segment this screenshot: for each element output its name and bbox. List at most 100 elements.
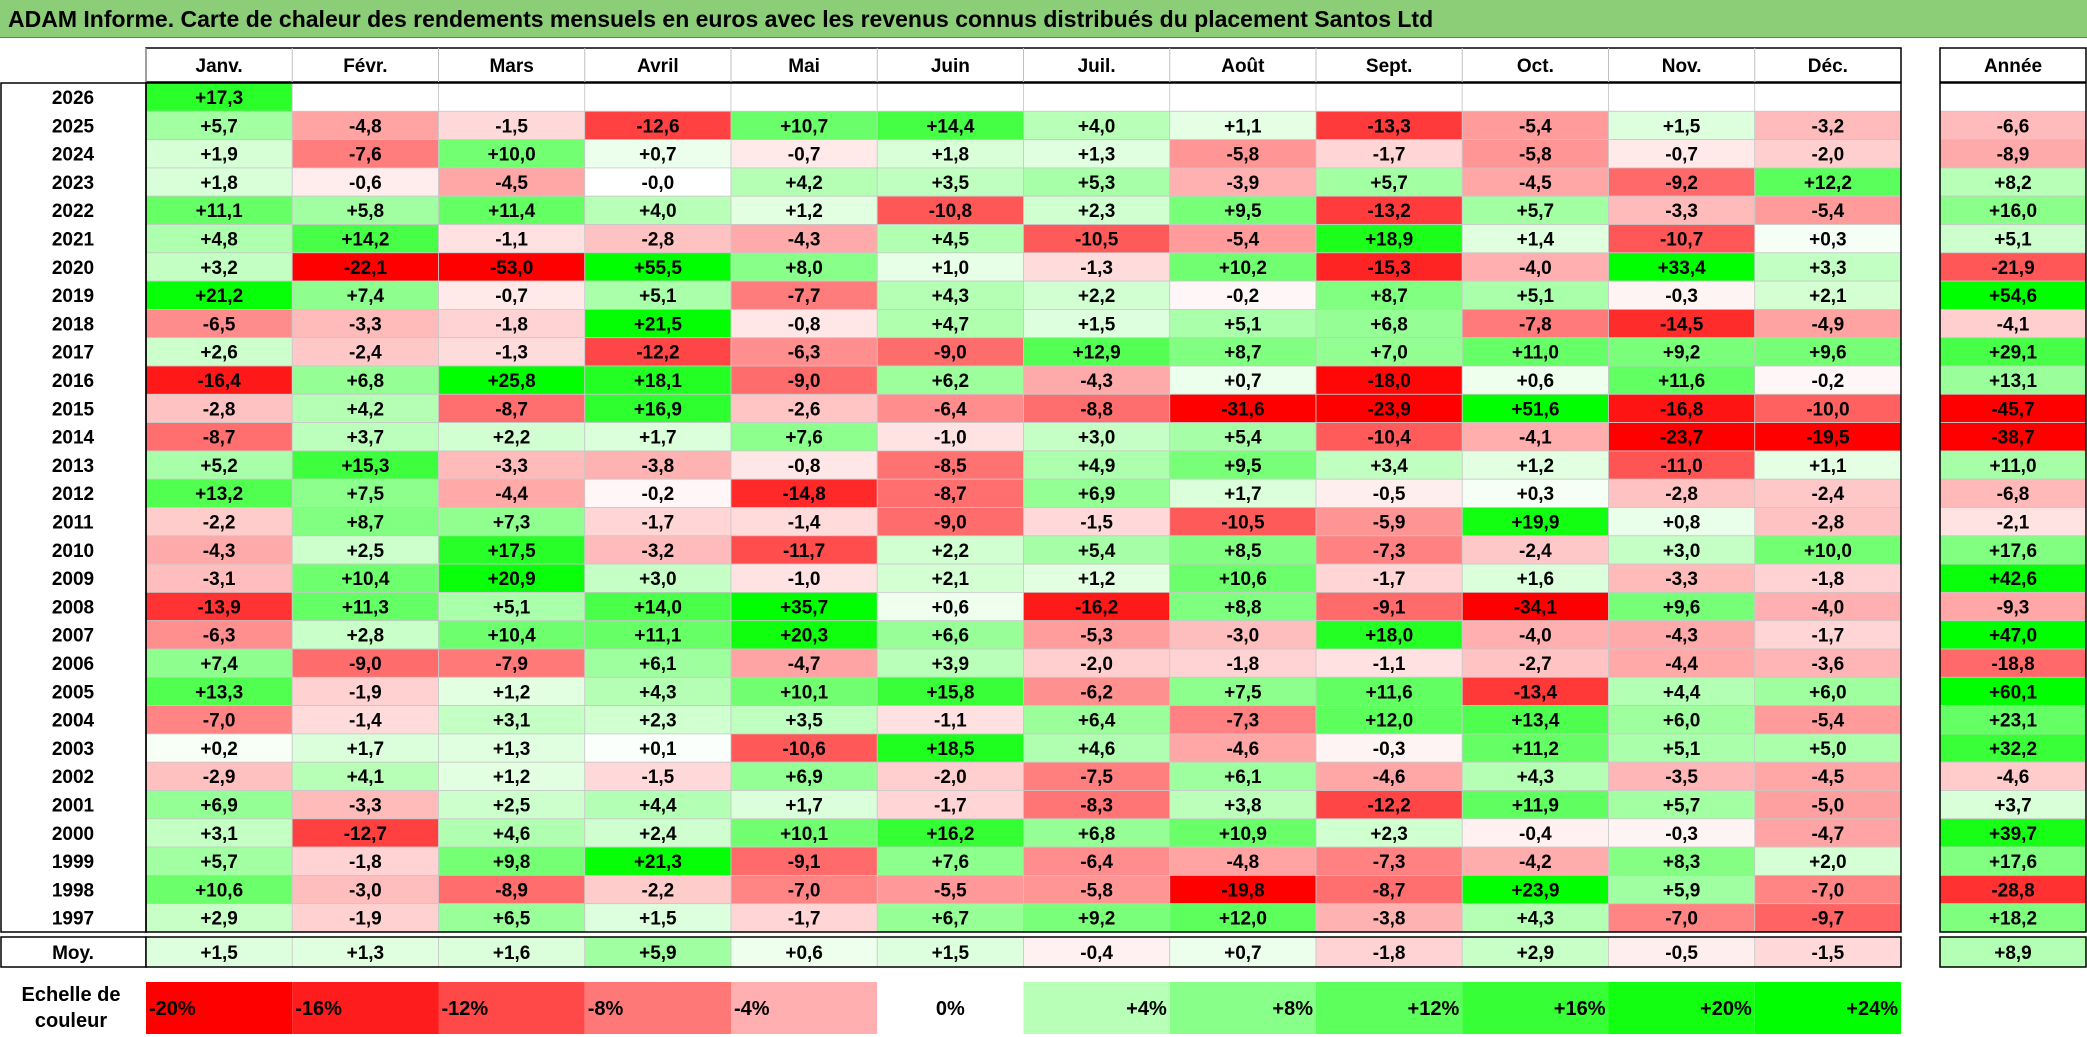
cell-value: -6,2 xyxy=(1080,682,1113,703)
cell-value: -1,5 xyxy=(1080,513,1113,534)
heatmap-cell xyxy=(1608,337,1756,367)
heatmap-cell xyxy=(1461,337,1609,367)
heatmap-cell xyxy=(291,648,439,678)
heatmap-cell xyxy=(730,167,878,197)
cell-value: -2,9 xyxy=(203,767,236,788)
cell-value: +1,9 xyxy=(200,145,238,166)
year-label: 2025 xyxy=(52,116,95,137)
cell-value: -3,0 xyxy=(1227,626,1260,647)
cell-value: -1,5 xyxy=(642,767,675,788)
heatmap-cell xyxy=(1315,393,1463,423)
average-annual-cell xyxy=(1939,936,2087,968)
cell-value: +6,6 xyxy=(932,626,970,647)
annual-value: +54,6 xyxy=(1989,286,2037,307)
heatmap-cell xyxy=(1754,676,1902,706)
cell-value: +18,1 xyxy=(634,371,683,392)
year-label: 2016 xyxy=(52,371,94,392)
cell-value: -3,3 xyxy=(495,456,528,477)
cell-value: +5,1 xyxy=(1663,739,1701,760)
year-label: 2008 xyxy=(52,597,94,618)
cell-value: +1,5 xyxy=(639,909,677,930)
heatmap-cell xyxy=(1754,450,1902,480)
heatmap-cell xyxy=(1754,507,1902,537)
heatmap-cell xyxy=(291,82,439,112)
average-cell xyxy=(1754,936,1902,968)
scale-swatch xyxy=(877,982,1024,1034)
cell-value: -1,9 xyxy=(349,682,382,703)
cell-value: -13,2 xyxy=(1367,201,1410,222)
cell-value: +4,0 xyxy=(639,201,677,222)
heatmap-cell xyxy=(876,875,1024,905)
year-label: 2005 xyxy=(52,682,95,703)
heatmap-cell xyxy=(1023,224,1171,254)
year-label: 2010 xyxy=(52,541,94,562)
year-label: 1999 xyxy=(52,852,94,873)
annual-frame xyxy=(1939,82,2087,933)
cell-value: +1,7 xyxy=(639,428,677,449)
cell-value: +6,8 xyxy=(1370,314,1408,335)
month-header: Mars xyxy=(489,56,533,77)
cell-value: -5,4 xyxy=(1227,230,1260,251)
cell-value: -1,1 xyxy=(495,230,528,251)
heatmap-cell xyxy=(1461,478,1609,508)
heatmap-cell xyxy=(1023,478,1171,508)
heatmap-cell xyxy=(1461,422,1609,452)
month-header: Déc. xyxy=(1808,56,1848,77)
cell-value: -3,3 xyxy=(349,796,382,817)
heatmap-cell xyxy=(876,592,1024,622)
average-value: +0,7 xyxy=(1224,943,1262,964)
cell-value: -0,7 xyxy=(788,145,821,166)
cell-value: +3,4 xyxy=(1370,456,1408,477)
heatmap-cell xyxy=(876,365,1024,395)
heatmap-cell xyxy=(730,733,878,763)
cell-value: +11,6 xyxy=(1366,682,1413,703)
cell-value: -5,3 xyxy=(1080,626,1113,647)
heatmap-cell xyxy=(291,563,439,593)
year-label: 2000 xyxy=(52,824,94,845)
cell-value: -0,0 xyxy=(642,173,675,194)
annual-value: -4,1 xyxy=(1997,314,2030,335)
cell-value: +10,4 xyxy=(341,569,390,590)
heatmap-cell xyxy=(1608,308,1756,339)
cell-value: -3,3 xyxy=(349,314,382,335)
heatmap-cell xyxy=(876,648,1024,678)
heatmap-cell xyxy=(438,507,586,537)
cell-value: -4,4 xyxy=(495,484,528,505)
scale-swatch xyxy=(1316,982,1463,1034)
average-annual-value: +8,9 xyxy=(1994,943,2032,964)
annual-value: +13,1 xyxy=(1989,371,2038,392)
heatmap-cell xyxy=(1754,393,1902,423)
cell-value: +0,6 xyxy=(1517,371,1555,392)
heatmap-cell xyxy=(1169,705,1317,735)
heatmap-cell xyxy=(291,167,439,197)
average-cell xyxy=(438,936,586,968)
heatmap-cell xyxy=(1169,82,1317,112)
cell-value: -2,8 xyxy=(1665,484,1698,505)
cell-value: -0,8 xyxy=(788,314,821,335)
cell-value: +8,7 xyxy=(1224,343,1262,364)
cell-value: +10,4 xyxy=(488,626,537,647)
cell-value: +0,3 xyxy=(1809,230,1847,251)
cell-value: -0,2 xyxy=(642,484,675,505)
heatmap-cell xyxy=(1461,224,1609,254)
heatmap-cell xyxy=(291,733,439,763)
cell-value: +11,2 xyxy=(1512,739,1559,760)
cell-value: +21,3 xyxy=(634,852,682,873)
month-header: Janv. xyxy=(196,56,243,77)
month-header: Sept. xyxy=(1366,56,1412,77)
heatmap-cell xyxy=(1461,450,1609,480)
year-label: 2006 xyxy=(52,654,94,675)
cell-value: +3,1 xyxy=(200,824,238,845)
cell-value: -13,4 xyxy=(1514,682,1558,703)
cell-value: +9,2 xyxy=(1663,343,1701,364)
heatmap-cell xyxy=(438,393,586,423)
cell-value: +14,4 xyxy=(926,116,975,137)
heatmap-cell xyxy=(1608,875,1756,905)
cell-value: -1,7 xyxy=(1373,569,1406,590)
average-cell xyxy=(1023,936,1171,968)
annual-cell xyxy=(1939,846,2087,876)
scale-swatch xyxy=(584,982,731,1034)
heatmap-cell xyxy=(584,903,732,933)
annual-cell xyxy=(1939,818,2087,848)
